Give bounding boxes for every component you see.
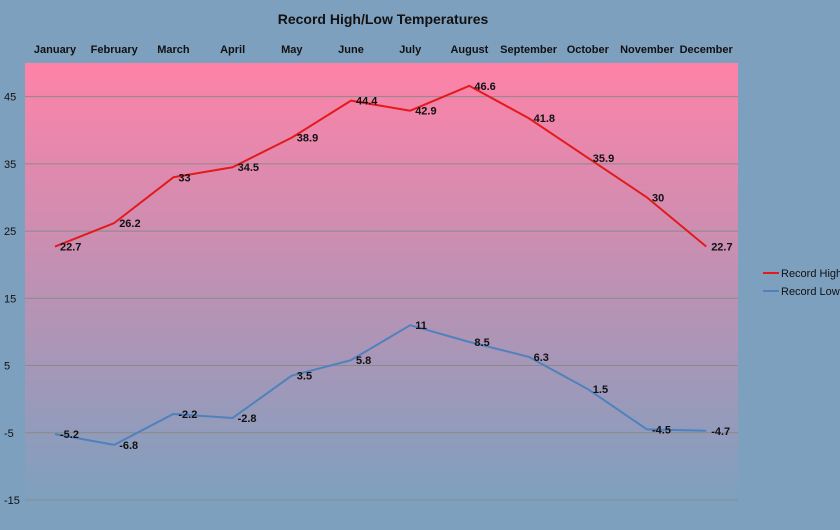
x-tick-label: January: [34, 44, 77, 56]
y-tick-label: 15: [4, 293, 16, 305]
data-label: 5.8: [356, 355, 371, 367]
grid-layer: [25, 96, 738, 501]
y-tick-label: 5: [4, 361, 10, 373]
data-label: 1.5: [593, 384, 608, 396]
category-axis: January February March April May June July Augu…: [34, 44, 734, 56]
data-label: 38.9: [297, 133, 318, 145]
y-tick-label: -15: [4, 495, 20, 507]
data-label: -4.7: [711, 426, 730, 438]
data-label: 22.7: [60, 242, 81, 254]
data-label: 34.5: [238, 162, 259, 174]
data-label: 11: [415, 320, 427, 332]
data-label-layer: 22.7 26.2 33 34.5 38.9 44.4 42.9 46.6 41.8 35.9 30…: [60, 81, 733, 452]
x-tick-label: October: [567, 44, 610, 56]
legend-label: Record Low: [781, 286, 840, 298]
x-tick-label: December: [680, 44, 734, 56]
data-label: -2.8: [238, 413, 257, 425]
data-label: -6.8: [119, 440, 138, 452]
data-label: -4.5: [652, 424, 671, 436]
y-tick-label: 45: [4, 92, 16, 104]
chart-title: Record High/Low Temperatures: [278, 11, 489, 27]
x-tick-label: September: [500, 44, 558, 56]
x-tick-label: May: [281, 44, 303, 56]
x-tick-label: July: [399, 44, 422, 56]
x-tick-label: August: [450, 44, 488, 56]
data-label: 42.9: [415, 106, 436, 118]
series-layer: [54, 84, 707, 446]
plot-area-background: [25, 63, 738, 500]
x-tick-label: June: [338, 44, 364, 56]
legend: Record High Record Low: [763, 268, 840, 298]
data-label: 30: [652, 192, 664, 204]
data-label: 33: [178, 172, 190, 184]
data-label: 8.5: [474, 337, 489, 349]
data-label: 22.7: [711, 242, 732, 254]
x-tick-label: November: [620, 44, 675, 56]
data-label: 3.5: [297, 371, 312, 383]
y-tick-label: 35: [4, 159, 16, 171]
y-tick-label: 25: [4, 226, 16, 238]
series-line-record-high: [54, 84, 707, 248]
data-label: -2.2: [178, 409, 197, 421]
data-label: 44.4: [356, 96, 378, 108]
legend-label: Record High: [781, 268, 840, 280]
data-label: -5.2: [60, 429, 79, 441]
x-tick-label: March: [157, 44, 190, 56]
data-label: 35.9: [593, 153, 614, 165]
data-label: 26.2: [119, 218, 140, 230]
y-tick-label: -5: [4, 428, 14, 440]
x-tick-label: February: [91, 44, 139, 56]
data-label: 46.6: [474, 81, 495, 93]
x-tick-label: April: [220, 44, 245, 56]
data-label: 6.3: [534, 352, 549, 364]
y-axis: 45 35 25 15 5 -5 -15: [4, 92, 20, 507]
series-line-record-low: [54, 324, 707, 446]
data-label: 41.8: [534, 113, 555, 125]
